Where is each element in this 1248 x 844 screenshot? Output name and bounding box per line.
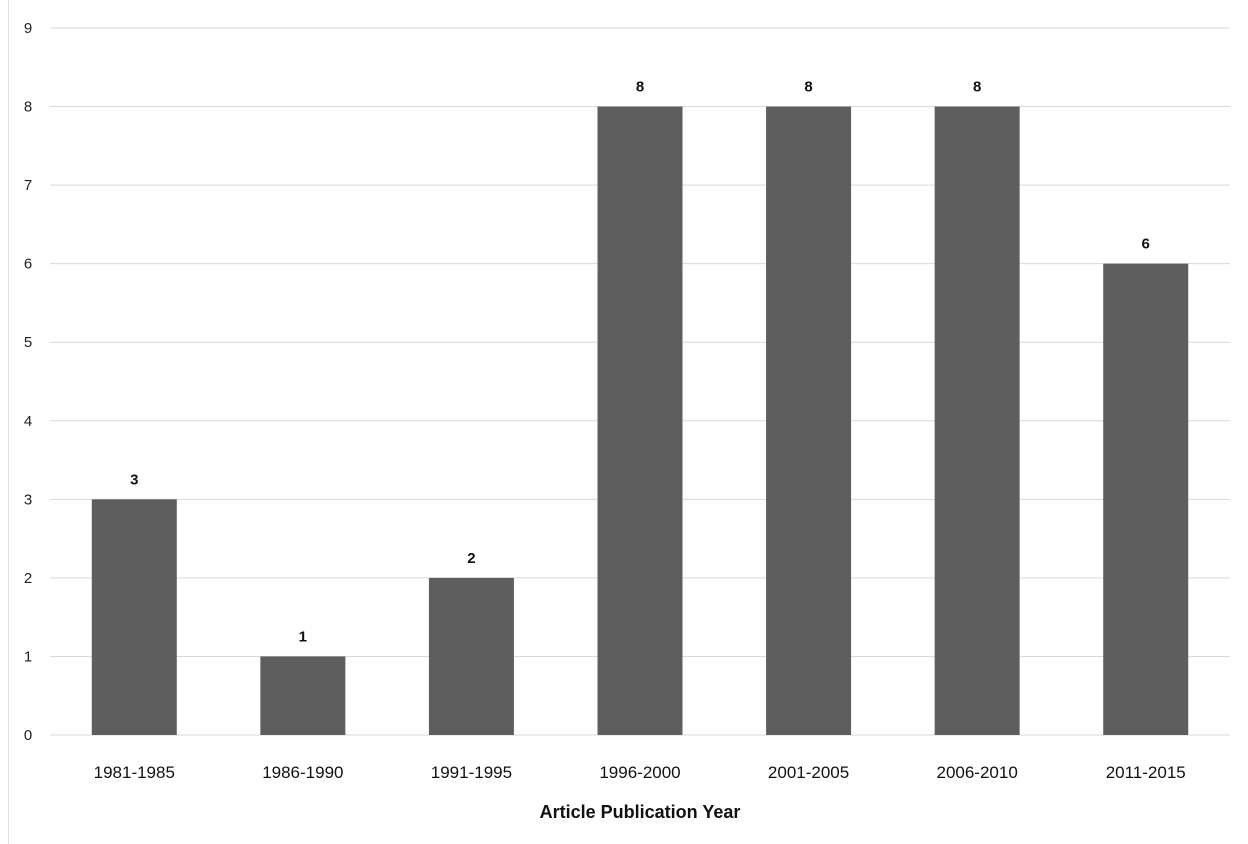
data-label: 3 xyxy=(130,471,138,488)
x-tick-label: 1986-1990 xyxy=(262,763,343,782)
x-axis-ticks: 1981-1985 1986-1990 1991-1995 1996-2000 2001… xyxy=(94,763,1186,782)
x-axis-title: Article Publication Year xyxy=(540,802,741,822)
data-labels: 3 1 2 8 8 8 6 xyxy=(130,79,1150,646)
bar-2006-2010 xyxy=(934,106,1020,736)
chart-frame-edge xyxy=(8,0,9,844)
y-tick-label: 1 xyxy=(24,648,32,665)
bar-2001-2005 xyxy=(766,106,852,736)
data-label: 8 xyxy=(804,79,812,96)
data-label: 1 xyxy=(299,628,307,645)
data-label: 2 xyxy=(467,550,475,567)
bar-2011-2015 xyxy=(1103,263,1189,735)
x-tick-label: 1981-1985 xyxy=(94,763,175,782)
x-tick-label: 2006-2010 xyxy=(936,763,1017,782)
data-label: 8 xyxy=(973,79,981,96)
y-tick-label: 8 xyxy=(24,99,32,116)
y-tick-label: 2 xyxy=(24,570,32,587)
y-tick-label: 0 xyxy=(24,727,32,744)
x-tick-label: 2001-2005 xyxy=(768,763,849,782)
data-label: 6 xyxy=(1142,236,1150,253)
y-tick-label: 7 xyxy=(24,177,32,194)
bar-1986-1990 xyxy=(260,656,346,735)
data-label: 8 xyxy=(636,79,644,96)
y-tick-label: 6 xyxy=(24,256,32,273)
y-tick-label: 5 xyxy=(24,334,32,351)
bar-1981-1985 xyxy=(91,499,177,735)
gridlines xyxy=(50,27,1230,736)
y-tick-label: 3 xyxy=(24,491,32,508)
bar-1996-2000 xyxy=(597,106,683,736)
y-tick-label: 4 xyxy=(24,413,32,430)
bar-1991-1995 xyxy=(428,577,514,735)
y-axis-ticks: 0 1 2 3 4 5 6 7 8 9 xyxy=(24,20,32,744)
bars xyxy=(91,106,1189,736)
x-tick-label: 2011-2015 xyxy=(1106,763,1186,782)
x-tick-label: 1991-1995 xyxy=(431,763,512,782)
x-tick-label: 1996-2000 xyxy=(599,763,680,782)
y-tick-label: 9 xyxy=(24,20,32,37)
